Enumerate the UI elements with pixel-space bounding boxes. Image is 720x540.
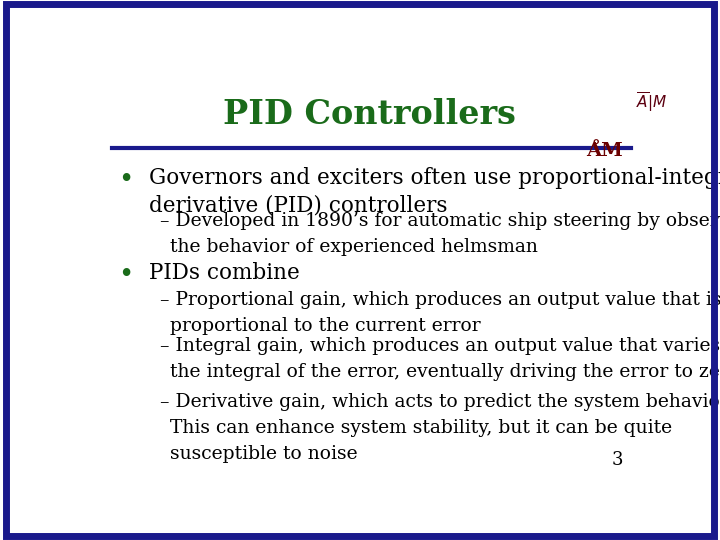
Text: the integral of the error, eventually driving the error to zero: the integral of the error, eventually dr…: [170, 363, 720, 381]
Text: derivative (PID) controllers: derivative (PID) controllers: [148, 195, 447, 217]
Text: proportional to the current error: proportional to the current error: [170, 317, 480, 335]
Text: ÅM: ÅM: [586, 141, 623, 160]
Text: Governors and exciters often use proportional-integral-: Governors and exciters often use proport…: [148, 167, 720, 188]
Text: $\overline{A}|M$: $\overline{A}|M$: [636, 91, 667, 114]
Text: PIDs combine: PIDs combine: [148, 262, 300, 284]
Text: susceptible to noise: susceptible to noise: [170, 445, 357, 463]
Text: PID Controllers: PID Controllers: [222, 98, 516, 131]
Text: – Derivative gain, which acts to predict the system behavior.: – Derivative gain, which acts to predict…: [160, 393, 720, 411]
Text: •: •: [118, 262, 133, 287]
Text: – Developed in 1890’s for automatic ship steering by observing: – Developed in 1890’s for automatic ship…: [160, 212, 720, 231]
Text: 3: 3: [611, 451, 623, 469]
Text: the behavior of experienced helmsman: the behavior of experienced helmsman: [170, 238, 538, 256]
Text: •: •: [118, 167, 133, 192]
Text: – Integral gain, which produces an output value that varies with: – Integral gain, which produces an outpu…: [160, 337, 720, 355]
Text: – Proportional gain, which produces an output value that is: – Proportional gain, which produces an o…: [160, 292, 720, 309]
Text: This can enhance system stability, but it can be quite: This can enhance system stability, but i…: [170, 419, 672, 437]
